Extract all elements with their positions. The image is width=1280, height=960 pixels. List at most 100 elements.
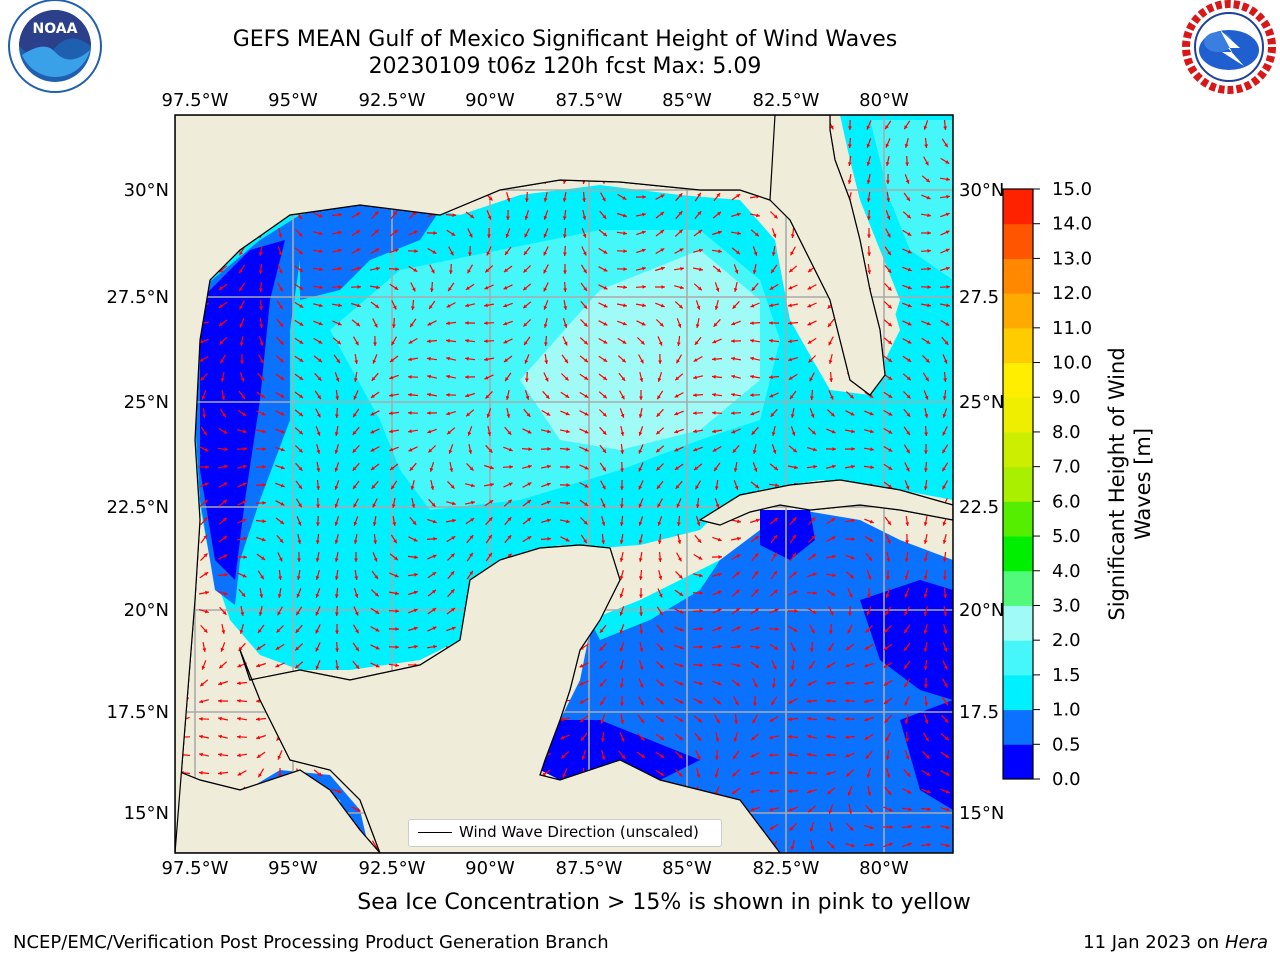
wave-vector-head [697, 718, 702, 723]
wave-vector-head [240, 377, 245, 382]
wave-vector-head [908, 807, 912, 812]
wave-vector-head [278, 251, 283, 256]
wave-vector-head [788, 357, 793, 362]
wave-vector-head [944, 736, 949, 741]
sea-ice-caption: Sea Ice Concentration > 15% is shown in … [357, 890, 971, 915]
wave-vector-head [504, 358, 508, 362]
wave-vector-head [599, 682, 604, 687]
wave-vector-head [220, 378, 225, 382]
wave-vector-head [942, 467, 946, 472]
wave-vector-head [525, 198, 529, 202]
wave-vector-head [317, 395, 321, 400]
wave-vector-head [408, 429, 412, 434]
wave-vector-head [790, 666, 795, 670]
wave-vector-head [566, 429, 570, 434]
wave-vector-head [413, 268, 418, 272]
wave-vector-head [316, 431, 321, 436]
noaa-logo: NOAA [8, 0, 102, 93]
wave-vector-head [699, 609, 703, 613]
wave-vector-head [771, 432, 776, 436]
wave-vector-head [256, 646, 261, 650]
wave-vector-head [242, 412, 247, 416]
wave-vector-head [505, 251, 509, 255]
wave-vector-head [737, 663, 741, 668]
wave-vector-head [885, 737, 889, 742]
wave-vector-head [658, 593, 663, 598]
wave-vector-head [218, 304, 223, 308]
wave-vector-head [906, 214, 911, 219]
wave-vector-head [258, 773, 262, 778]
wave-vector-head [884, 718, 889, 723]
wave-vector-head [870, 447, 874, 452]
wave-vector-head [275, 646, 280, 650]
wave-vector-head [731, 339, 735, 343]
colorbar-segment [1003, 570, 1033, 606]
wave-vector-head [714, 486, 719, 490]
wave-vector-head [353, 378, 358, 382]
wave-vector-head [774, 608, 779, 613]
wave-vector-head [832, 554, 836, 559]
wave-vector-head [925, 358, 930, 363]
wave-vector-head [718, 555, 722, 559]
wave-vector-head [924, 468, 928, 472]
wave-vector-head [335, 612, 339, 616]
wave-vector-head [620, 720, 625, 724]
wave-vector-head [754, 232, 759, 237]
wave-vector-head [524, 215, 529, 220]
wave-vector-head [338, 285, 342, 289]
wave-vector-head [468, 450, 473, 454]
wave-vector-head [297, 558, 301, 562]
wave-vector-head [219, 322, 223, 327]
wave-vector-head [660, 248, 665, 252]
wave-vector-head [864, 717, 869, 722]
wave-vector-head [883, 664, 888, 668]
wave-vector-head [945, 322, 950, 326]
wave-vector-head [395, 267, 399, 271]
wave-vector-head [203, 499, 208, 504]
wave-vector-head [679, 681, 684, 686]
wave-vector-head [679, 718, 684, 722]
wave-vector-head [944, 683, 948, 688]
wave-vector-head [736, 626, 741, 631]
wave-vector-head [755, 518, 760, 523]
lon-label-bottom: 82.5°W [753, 858, 820, 879]
wave-vector-head [581, 755, 586, 760]
wave-vector-head [298, 466, 303, 471]
wave-vector-head [450, 251, 454, 256]
wave-vector-head [790, 395, 794, 399]
wave-vector-head [446, 374, 450, 379]
wave-vector-head [870, 842, 874, 847]
wave-vector-head [718, 663, 722, 667]
wave-vector-head [355, 647, 359, 652]
colorbar-tick-label: 5.0 [1052, 526, 1081, 547]
wave-vector-head [224, 572, 228, 577]
wave-vector-head [484, 339, 488, 343]
wave-vector-head [432, 250, 437, 254]
wave-vector-head [907, 267, 912, 272]
wave-vector-head [543, 198, 548, 202]
wave-vector-head [295, 628, 300, 633]
wave-vector-head [792, 534, 796, 539]
wave-vector-head [356, 230, 361, 234]
wave-vector-head [280, 376, 285, 380]
wave-vector-head [315, 558, 320, 562]
wave-vector-head [316, 522, 320, 526]
wave-vector-head [885, 143, 890, 148]
wave-vector-head [393, 211, 398, 215]
wave-vector-head [414, 249, 418, 253]
wave-vector-head [851, 537, 855, 541]
wave-vector-head [865, 628, 870, 633]
wave-vector-head [945, 230, 950, 235]
wave-vector-head [674, 394, 679, 398]
wave-vector-head [845, 681, 849, 685]
wave-vector-head [674, 447, 679, 452]
wave-vector-head [943, 594, 947, 598]
wave-vector-head [924, 414, 929, 418]
wave-vector-head [717, 211, 721, 216]
wave-vector-head [390, 358, 394, 362]
wave-vector-head [639, 378, 644, 382]
wave-vector-head [752, 450, 757, 454]
wave-vector-head [851, 429, 855, 434]
wave-vector-head [468, 233, 473, 238]
wave-vector-head [218, 771, 222, 776]
